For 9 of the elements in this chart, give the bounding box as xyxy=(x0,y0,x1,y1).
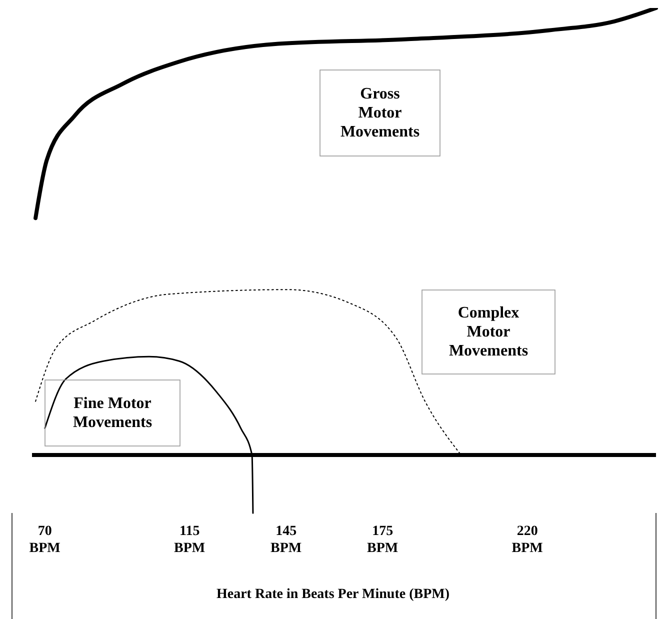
x-tick-label: 145 BPM xyxy=(270,524,302,556)
x-tick-label: 220 BPM xyxy=(512,524,543,556)
x-tick-label: 175 BPM xyxy=(367,524,398,556)
text: Complex Motor Movements xyxy=(448,304,528,360)
text: Gross Motor Movements xyxy=(340,86,420,140)
series-label: Fine Motor Movements xyxy=(72,395,152,431)
x-tick-label: 115 BPM xyxy=(174,524,206,556)
x-tick-label: 70 BPM xyxy=(29,524,60,556)
x-axis-title: Heart Rate in Beats Per Minute (BPM) xyxy=(216,587,450,602)
